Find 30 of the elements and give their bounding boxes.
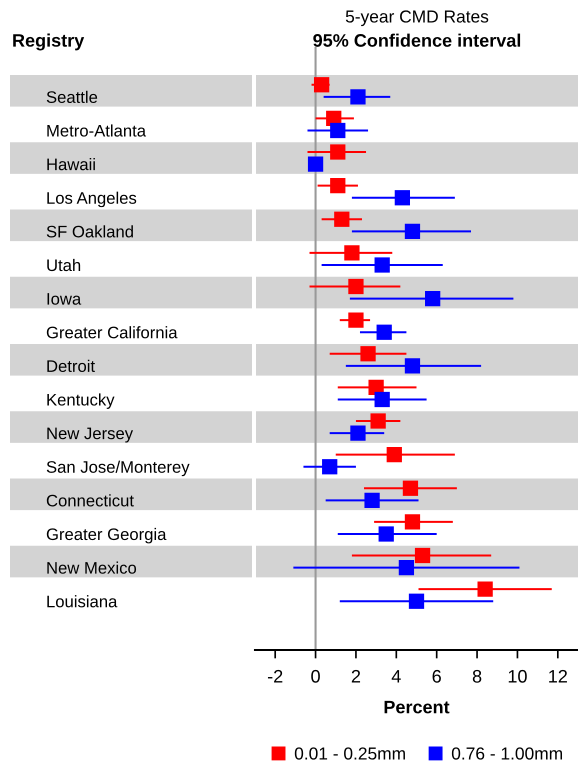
x-tick-label: 8 bbox=[472, 670, 482, 683]
y-tick-label: Connecticut bbox=[46, 494, 134, 507]
y-tick-label: SF Oakland bbox=[46, 225, 133, 238]
y-tick-label: Greater Georgia bbox=[46, 528, 166, 544]
legend-label: 0.76 - 1.00mm bbox=[452, 747, 562, 760]
x-tick-label: -2 bbox=[268, 670, 282, 683]
x-tick-label: 6 bbox=[432, 670, 441, 683]
y-tick-label: Metro-Atlanta bbox=[47, 124, 146, 137]
y-tick-label: New Mexico bbox=[47, 562, 136, 574]
x-tick-label: 4 bbox=[392, 670, 401, 683]
y-tick-label: Louisiana bbox=[47, 595, 118, 608]
x-axis-title: Percent bbox=[384, 700, 450, 714]
y-tick-label: Utah bbox=[47, 258, 80, 272]
x-tick-label: 2 bbox=[352, 670, 360, 683]
legend-label: 0.01 - 0.25mm bbox=[294, 747, 405, 760]
y-tick-label: Hawaii bbox=[47, 158, 95, 170]
y-tick-label: Greater California bbox=[46, 326, 178, 338]
chart-subtitle: 95% Confidence interval bbox=[313, 34, 520, 47]
y-tick-label: Seattle bbox=[46, 90, 98, 104]
x-tick-label: 10 bbox=[508, 670, 527, 683]
chart-title: 5-year CMD Rates bbox=[346, 10, 488, 26]
y-tick-label: Los Angeles bbox=[47, 192, 136, 208]
y-tick-label: New Jersey bbox=[47, 428, 134, 443]
text: Registry bbox=[13, 34, 84, 50]
x-tick-label: 12 bbox=[549, 670, 567, 683]
y-tick-label: Kentucky bbox=[47, 393, 115, 409]
y-tick-label: Detroit bbox=[47, 360, 95, 372]
y-tick-label: San Jose/Monterey bbox=[46, 460, 190, 476]
y-tick-label: Iowa bbox=[48, 293, 82, 305]
x-tick-label: 0 bbox=[311, 670, 320, 683]
